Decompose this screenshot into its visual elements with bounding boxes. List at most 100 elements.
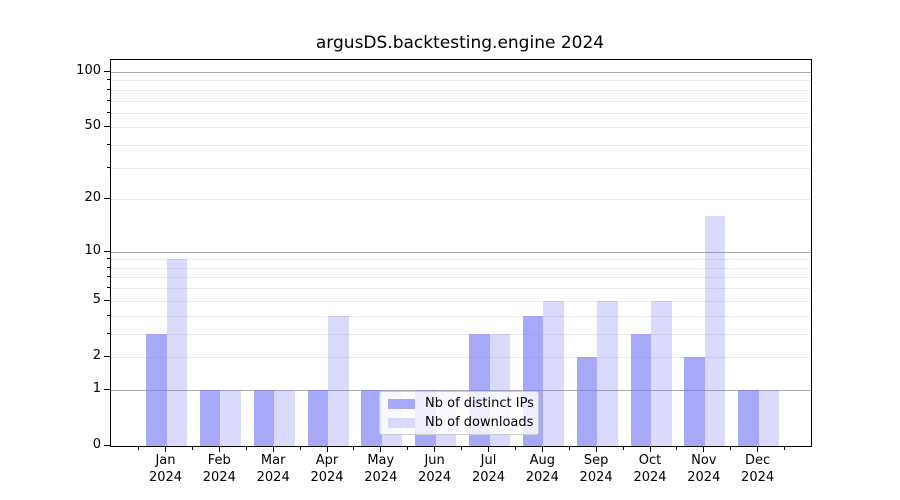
chart-title: argusDS.backtesting.engine 2024 [315, 33, 605, 53]
x-tick-label-apr: Apr 2024 [310, 453, 344, 485]
y-minor-tick-mark [106, 314, 110, 316]
bar-nb-of-distinct-ips-oct [630, 333, 651, 446]
x-tick-label-nov: Nov 2024 [687, 453, 721, 485]
y-tick-label-100: 100 [76, 62, 101, 78]
plot-area [110, 59, 812, 447]
bar-nb-of-distinct-ips-jan [146, 333, 167, 446]
x-minor-tick-mark [191, 446, 193, 450]
gridline-major-1 [111, 389, 811, 391]
gridline-minor-20 [111, 199, 811, 201]
x-tick-mark [541, 446, 543, 452]
bar-nb-of-downloads-nov [704, 216, 726, 446]
x-tick-label-jan: Jan 2024 [148, 453, 183, 485]
bar-nb-of-distinct-ips-may [361, 389, 382, 446]
legend-swatch-distinct-ips [388, 398, 415, 409]
x-tick-mark [649, 446, 651, 452]
bar-nb-of-downloads-aug [543, 300, 564, 446]
x-tick-mark [488, 446, 490, 452]
x-minor-tick-mark [568, 446, 570, 450]
x-tick-mark [595, 446, 597, 452]
gridline-minor-8 [111, 267, 811, 269]
y-minor-tick-mark [106, 88, 110, 90]
x-tick-mark [434, 446, 436, 452]
y-tick-label-5: 5 [92, 291, 101, 307]
x-minor-tick-mark [461, 446, 463, 450]
x-tick-mark [218, 446, 220, 452]
x-minor-tick-mark [407, 446, 409, 450]
x-tick-label-feb: Feb 2024 [202, 453, 236, 485]
x-tick-label-dec: Dec 2024 [741, 453, 775, 485]
x-tick-mark [380, 446, 382, 452]
x-tick-mark [326, 446, 328, 452]
y-minor-tick-mark [106, 287, 110, 289]
gridline-minor-70 [111, 100, 811, 102]
legend-label-distinct-ips: Nb of distinct IPs [425, 396, 534, 411]
y-tick-label-20: 20 [84, 190, 101, 206]
gridline-minor-9 [111, 259, 811, 261]
y-tick-label-50: 50 [84, 118, 101, 134]
y-tick-mark [104, 70, 110, 73]
bar-nb-of-downloads-sep [597, 300, 618, 446]
bar-nb-of-distinct-ips-apr [307, 389, 328, 446]
x-minor-tick-mark [514, 446, 516, 450]
x-minor-tick-mark [353, 446, 355, 450]
y-minor-tick-mark [106, 111, 110, 113]
gridline-major-10 [111, 251, 811, 253]
y-tick-mark [104, 250, 110, 252]
y-tick-mark [104, 198, 110, 200]
bar-nb-of-distinct-ips-mar [253, 389, 275, 446]
bar-nb-of-distinct-ips-feb [199, 389, 221, 446]
gridline-minor-80 [111, 89, 811, 91]
gridline-minor-3 [111, 333, 811, 335]
x-tick-mark [757, 446, 759, 452]
y-tick-mark [104, 445, 110, 447]
bar-nb-of-downloads-dec [758, 389, 780, 446]
x-tick-label-jul: Jul 2024 [471, 453, 506, 485]
y-tick-label-1: 1 [92, 380, 101, 396]
legend-label-downloads: Nb of downloads [425, 415, 534, 430]
x-tick-label-may: May 2024 [364, 453, 398, 485]
y-tick-label-2: 2 [92, 348, 101, 363]
y-tick-mark [104, 126, 110, 128]
gridline-minor-5 [111, 300, 811, 302]
y-minor-tick-mark [106, 144, 110, 145]
y-minor-tick-mark [106, 332, 110, 334]
bar-nb-of-distinct-ips-sep [576, 357, 598, 446]
y-tick-mark [104, 388, 110, 390]
legend-item-downloads: Nb of downloads [380, 415, 538, 430]
x-minor-tick-mark [622, 446, 624, 450]
bar-nb-of-distinct-ips-dec [738, 389, 759, 446]
y-tick-label-10: 10 [84, 242, 101, 258]
gridline-minor-60 [111, 112, 811, 114]
x-minor-tick-mark [245, 446, 247, 450]
y-minor-tick-mark [106, 79, 110, 81]
x-tick-label-sep: Sep 2024 [579, 453, 613, 485]
y-minor-tick-mark [106, 258, 110, 260]
gridline-minor-50 [111, 127, 811, 129]
x-tick-mark [165, 446, 167, 452]
x-tick-label-jun: Jun 2024 [418, 453, 452, 485]
x-tick-label-mar: Mar 2024 [256, 453, 290, 485]
gridline-minor-7 [111, 277, 811, 279]
y-tick-mark [104, 356, 110, 358]
bar-nb-of-downloads-mar [274, 389, 295, 446]
x-tick-label-oct: Oct 2024 [633, 453, 667, 485]
x-tick-mark [703, 446, 705, 452]
y-minor-tick-mark [106, 99, 110, 101]
y-tick-label-0: 0 [92, 437, 101, 452]
bar-nb-of-distinct-ips-nov [684, 357, 705, 446]
bar-nb-of-downloads-apr [328, 315, 349, 446]
x-minor-tick-mark [138, 446, 140, 450]
y-minor-tick-mark [106, 166, 110, 168]
x-tick-label-aug: Aug 2024 [525, 453, 559, 485]
x-minor-tick-mark [730, 446, 732, 450]
x-minor-tick-mark [676, 446, 678, 450]
gridline-minor-40 [111, 145, 811, 146]
legend-swatch-downloads [388, 417, 415, 428]
gridline-minor-6 [111, 288, 811, 290]
gridline-minor-90 [111, 80, 811, 82]
x-minor-tick-mark [299, 446, 301, 450]
gridline-minor-2 [111, 357, 811, 358]
gridline-major-100 [111, 71, 811, 73]
